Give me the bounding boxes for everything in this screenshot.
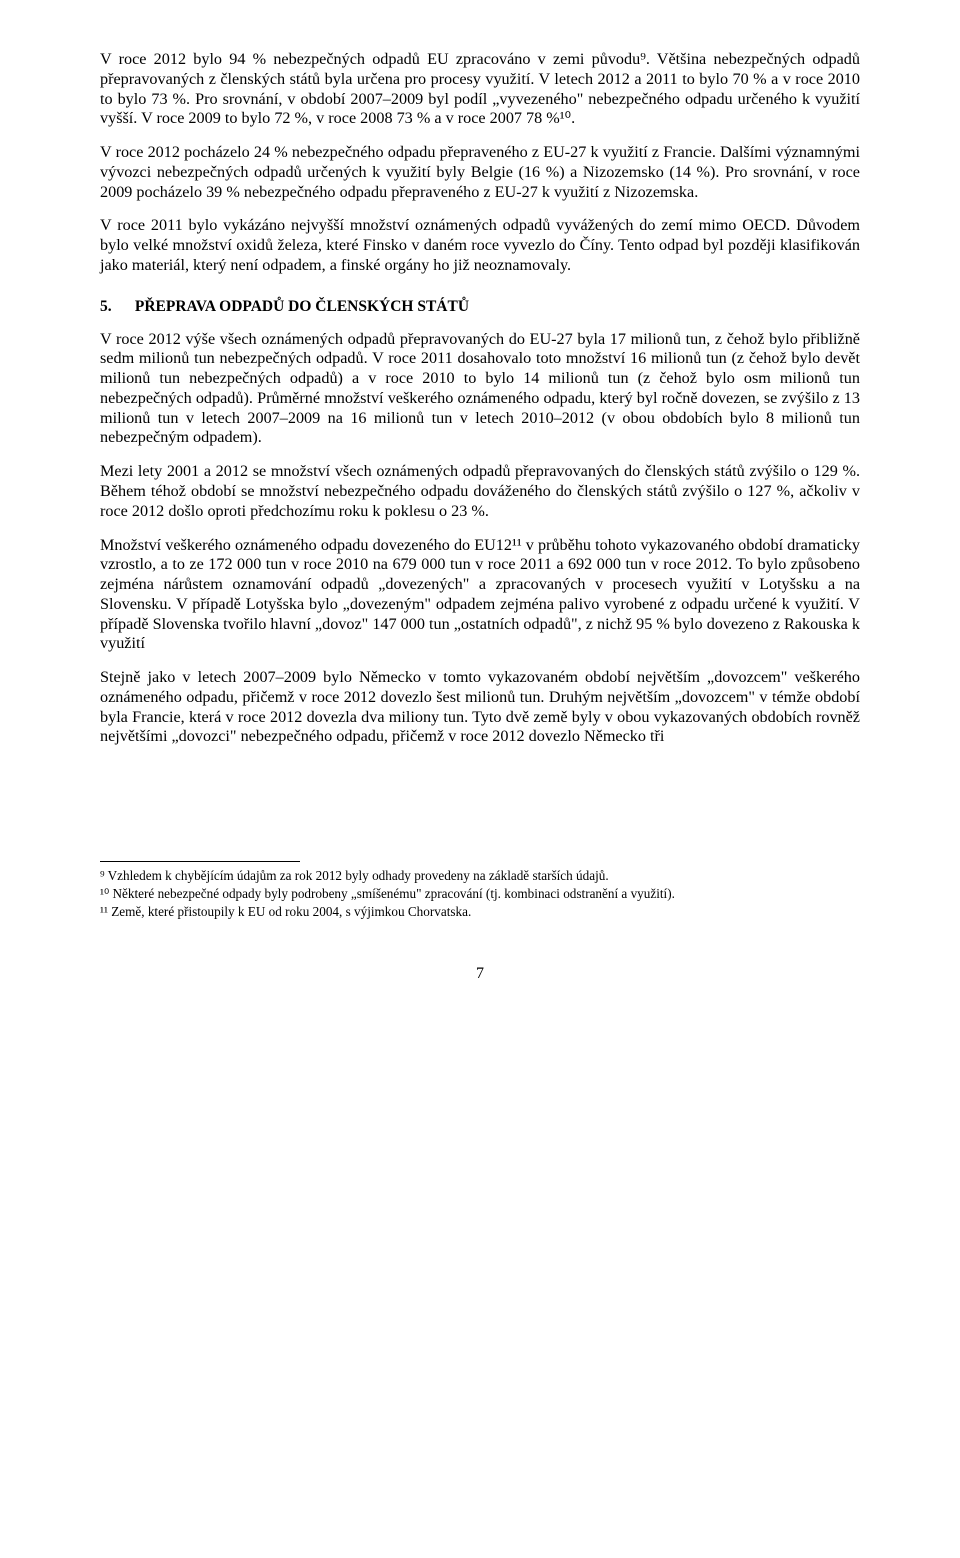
heading-number: 5. [100,298,112,315]
section-heading: 5. PŘEPRAVA ODPADŮ DO ČLENSKÝCH STÁTŮ [100,298,860,316]
footnote-10: ¹⁰ Některé nebezpečné odpady byly podrob… [100,886,860,902]
paragraph-6: Množství veškerého oznámeného odpadu dov… [100,536,860,655]
footnote-9: ⁹ Vzhledem k chybějícím údajům za rok 20… [100,868,860,884]
footnote-11: ¹¹ Země, které přistoupily k EU od roku … [100,904,860,920]
paragraph-3: V roce 2011 bylo vykázáno nejvyšší množs… [100,216,860,275]
paragraph-7: Stejně jako v letech 2007–2009 bylo Něme… [100,668,860,747]
page-number: 7 [100,965,860,983]
footnote-separator [100,861,300,862]
paragraph-5: Mezi lety 2001 a 2012 se množství všech … [100,462,860,521]
heading-text: PŘEPRAVA ODPADŮ DO ČLENSKÝCH STÁTŮ [135,298,469,315]
paragraph-2: V roce 2012 pocházelo 24 % nebezpečného … [100,143,860,202]
heading-spacer [116,298,132,315]
paragraph-1: V roce 2012 bylo 94 % nebezpečných odpad… [100,50,860,129]
paragraph-4: V roce 2012 výše všech oznámených odpadů… [100,330,860,449]
